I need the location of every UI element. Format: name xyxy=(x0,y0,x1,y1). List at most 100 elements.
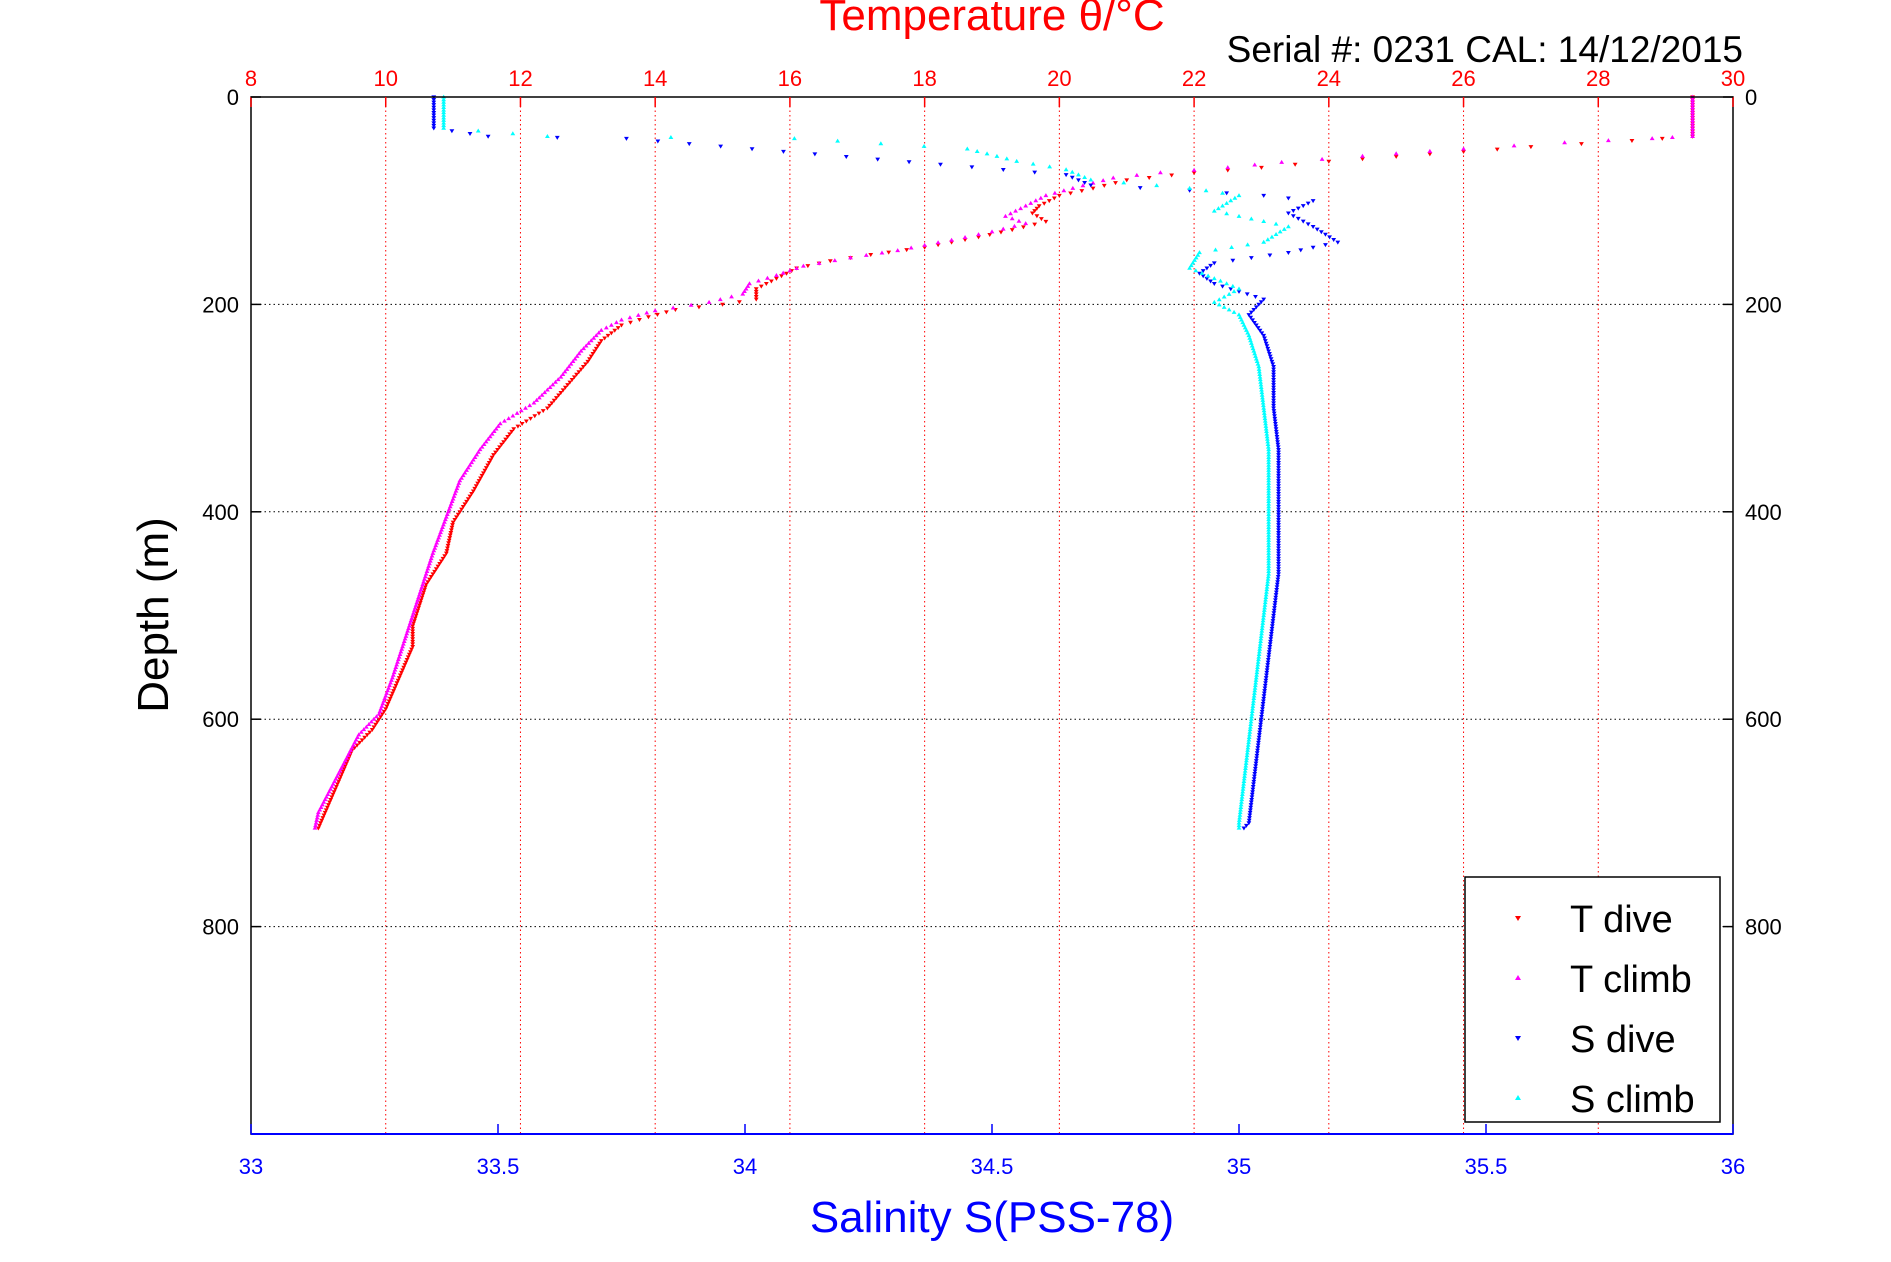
data-point xyxy=(1169,173,1175,178)
data-point xyxy=(1253,677,1259,682)
data-point xyxy=(655,139,661,144)
data-point xyxy=(1244,750,1250,755)
data-point xyxy=(1690,104,1695,109)
data-point xyxy=(745,283,751,288)
data-point xyxy=(431,97,437,102)
data-point xyxy=(1250,706,1255,711)
data-point xyxy=(1247,732,1252,737)
data-point xyxy=(470,489,476,494)
data-point xyxy=(509,429,515,434)
data-point xyxy=(1290,209,1296,214)
data-point xyxy=(1272,416,1278,421)
tick-label-temperature: 10 xyxy=(373,66,397,91)
data-point xyxy=(1253,305,1259,310)
data-point xyxy=(1276,569,1281,574)
data-point xyxy=(1279,159,1285,164)
data-point xyxy=(1271,611,1277,616)
data-point xyxy=(1252,772,1258,777)
data-point xyxy=(391,670,397,675)
data-point xyxy=(1213,247,1218,252)
data-point xyxy=(1259,387,1264,392)
data-point xyxy=(1249,797,1255,802)
data-point xyxy=(1263,678,1269,683)
data-point xyxy=(886,250,892,255)
data-point xyxy=(1246,734,1252,739)
data-point xyxy=(908,245,914,250)
data-point xyxy=(1256,733,1262,738)
data-point xyxy=(1231,309,1237,314)
data-point xyxy=(1255,361,1261,366)
data-point xyxy=(1063,167,1069,172)
data-point xyxy=(467,132,473,137)
tick-label-temperature: 20 xyxy=(1047,66,1071,91)
data-point xyxy=(1051,196,1057,201)
data-point xyxy=(1266,488,1272,493)
data-point xyxy=(1266,566,1272,571)
data-point xyxy=(1158,170,1163,175)
data-point xyxy=(1238,804,1244,809)
data-point xyxy=(742,289,747,294)
data-point xyxy=(315,826,321,831)
data-point xyxy=(1264,670,1270,675)
data-point xyxy=(497,421,503,426)
data-point xyxy=(1248,724,1253,729)
data-point xyxy=(1244,758,1249,763)
data-point xyxy=(394,662,400,667)
data-point xyxy=(435,564,441,569)
data-point xyxy=(1276,481,1281,486)
data-point xyxy=(428,556,434,561)
data-point xyxy=(1220,190,1225,195)
data-point xyxy=(545,387,550,392)
data-point xyxy=(565,383,571,388)
data-point xyxy=(402,636,408,641)
data-point xyxy=(510,413,516,418)
data-point xyxy=(1239,797,1245,802)
data-point xyxy=(417,592,422,597)
data-point xyxy=(1273,598,1278,603)
tick-label-depth-right: 600 xyxy=(1745,707,1782,732)
data-point xyxy=(422,587,427,592)
data-point xyxy=(503,437,509,442)
data-point xyxy=(326,803,331,808)
data-point xyxy=(688,302,694,307)
data-point xyxy=(1254,667,1260,672)
data-point xyxy=(628,320,633,325)
data-point xyxy=(1263,594,1269,599)
data-point xyxy=(1260,403,1266,408)
data-point xyxy=(469,460,475,465)
data-point xyxy=(1260,699,1266,704)
data-point xyxy=(362,735,368,740)
data-point xyxy=(1274,585,1280,590)
data-point xyxy=(551,398,557,403)
data-point xyxy=(534,397,540,402)
data-point xyxy=(603,325,609,330)
data-point xyxy=(1253,675,1259,680)
data-point xyxy=(1266,478,1272,483)
data-point xyxy=(1252,774,1257,779)
data-point xyxy=(1253,295,1258,300)
data-point xyxy=(426,563,432,568)
data-point xyxy=(1268,357,1274,362)
data-point xyxy=(447,536,453,541)
data-point xyxy=(1076,178,1081,183)
data-point xyxy=(1248,805,1254,810)
data-point xyxy=(576,370,582,375)
data-point xyxy=(569,377,575,382)
data-point xyxy=(410,639,416,644)
data-point xyxy=(1257,646,1263,651)
data-point xyxy=(1253,353,1258,358)
data-point xyxy=(753,292,759,297)
data-point xyxy=(441,104,447,109)
data-point xyxy=(1265,439,1271,444)
data-point xyxy=(1271,393,1276,398)
data-point xyxy=(664,310,669,315)
data-point xyxy=(1034,214,1040,219)
tick-label-salinity: 34.5 xyxy=(971,1154,1014,1179)
data-point xyxy=(489,455,495,460)
data-point xyxy=(1244,292,1250,297)
data-point xyxy=(1056,193,1062,198)
data-point xyxy=(593,346,599,351)
data-point xyxy=(1246,313,1252,318)
data-point xyxy=(495,423,501,428)
data-point xyxy=(1251,782,1256,787)
